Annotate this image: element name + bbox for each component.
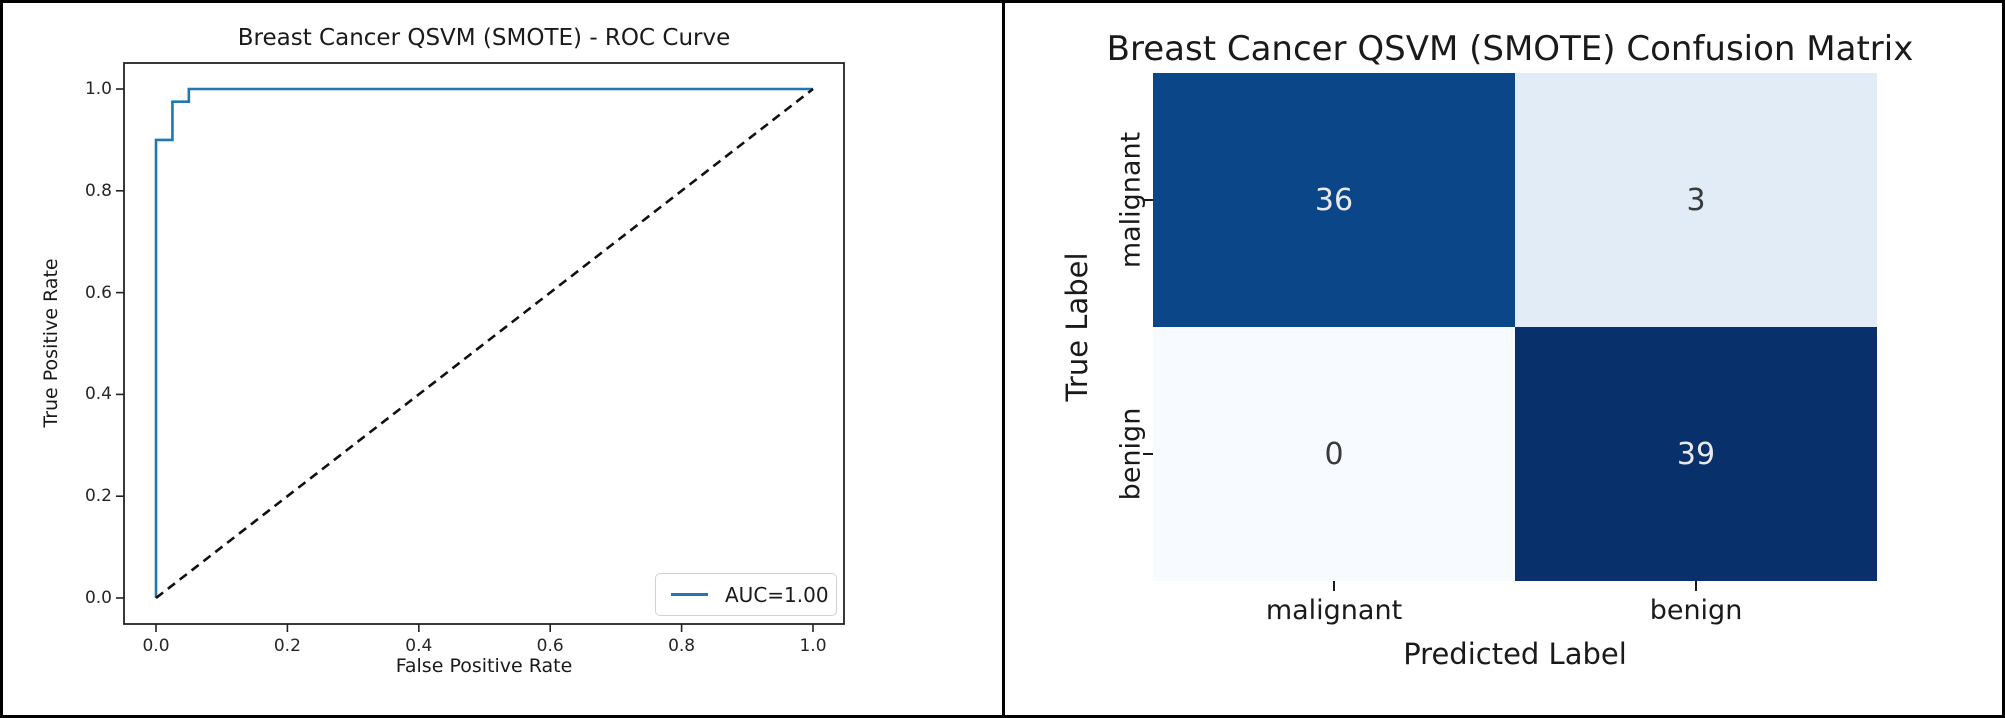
- roc-y-tick-label: 0.8: [84, 180, 112, 201]
- roc-axes-border: [123, 62, 845, 625]
- cm-row-tick: [1143, 453, 1153, 455]
- confusion-matrix-grid: 36 3 0 39: [1153, 73, 1877, 581]
- roc-title: Breast Cancer QSVM (SMOTE) - ROC Curve: [237, 25, 731, 51]
- cm-row-label: malignant: [1115, 131, 1147, 269]
- cm-ylabel: True Label: [1060, 252, 1094, 402]
- matrix-cell-malignant-benign: 3: [1515, 73, 1877, 327]
- matrix-cell-benign-malignant: 0: [1153, 327, 1515, 581]
- roc-y-tick-label: 0.2: [84, 486, 112, 507]
- roc-panel: Breast Cancer QSVM (SMOTE) - ROC Curve 0…: [3, 3, 1002, 715]
- panel-divider: [1002, 3, 1005, 715]
- cm-title: Breast Cancer QSVM (SMOTE) Confusion Mat…: [1106, 29, 1914, 69]
- roc-plot-area: [116, 62, 845, 632]
- roc-x-tick-label: 0.0: [142, 636, 170, 656]
- cm-column-tick: [1333, 581, 1335, 591]
- legend-line-sample: [671, 593, 708, 596]
- matrix-cell-benign-benign: 39: [1515, 327, 1877, 581]
- confusion-matrix-panel: Breast Cancer QSVM (SMOTE) Confusion Mat…: [1005, 3, 2002, 715]
- roc-y-tick-label: 0.6: [84, 282, 112, 303]
- roc-y-tick-label: 1.0: [84, 79, 112, 99]
- roc-ylabel: True Positive Rate: [40, 258, 62, 428]
- roc-xlabel: False Positive Rate: [395, 655, 573, 677]
- roc-curves: [154, 87, 814, 600]
- roc-tick-marks: [116, 88, 814, 632]
- roc-legend: AUC=1.00: [655, 573, 837, 616]
- legend-label: AUC=1.00: [725, 582, 829, 607]
- matrix-cell-malignant-malignant: 36: [1153, 73, 1515, 327]
- cm-column-label: benign: [1649, 595, 1743, 626]
- cm-row-label: benign: [1115, 407, 1147, 501]
- roc-x-tick-label: 0.8: [668, 636, 696, 656]
- roc-x-tick-label: 0.2: [273, 636, 301, 656]
- roc-y-tick-label: 0.4: [84, 384, 112, 405]
- cm-xlabel: Predicted Label: [1403, 637, 1627, 671]
- cm-row-tick: [1143, 199, 1153, 201]
- cm-column-tick: [1695, 581, 1697, 591]
- roc-x-tick-label: 1.0: [799, 636, 827, 656]
- cm-column-label: malignant: [1265, 595, 1403, 626]
- roc-series-auc-1-00: [154, 87, 813, 598]
- roc-y-tick-label: 0.0: [84, 588, 112, 608]
- roc-x-tick-label: 0.6: [536, 636, 564, 656]
- roc-x-tick-label: 0.4: [405, 636, 433, 656]
- roc-series-chance-diagonal: [155, 87, 814, 600]
